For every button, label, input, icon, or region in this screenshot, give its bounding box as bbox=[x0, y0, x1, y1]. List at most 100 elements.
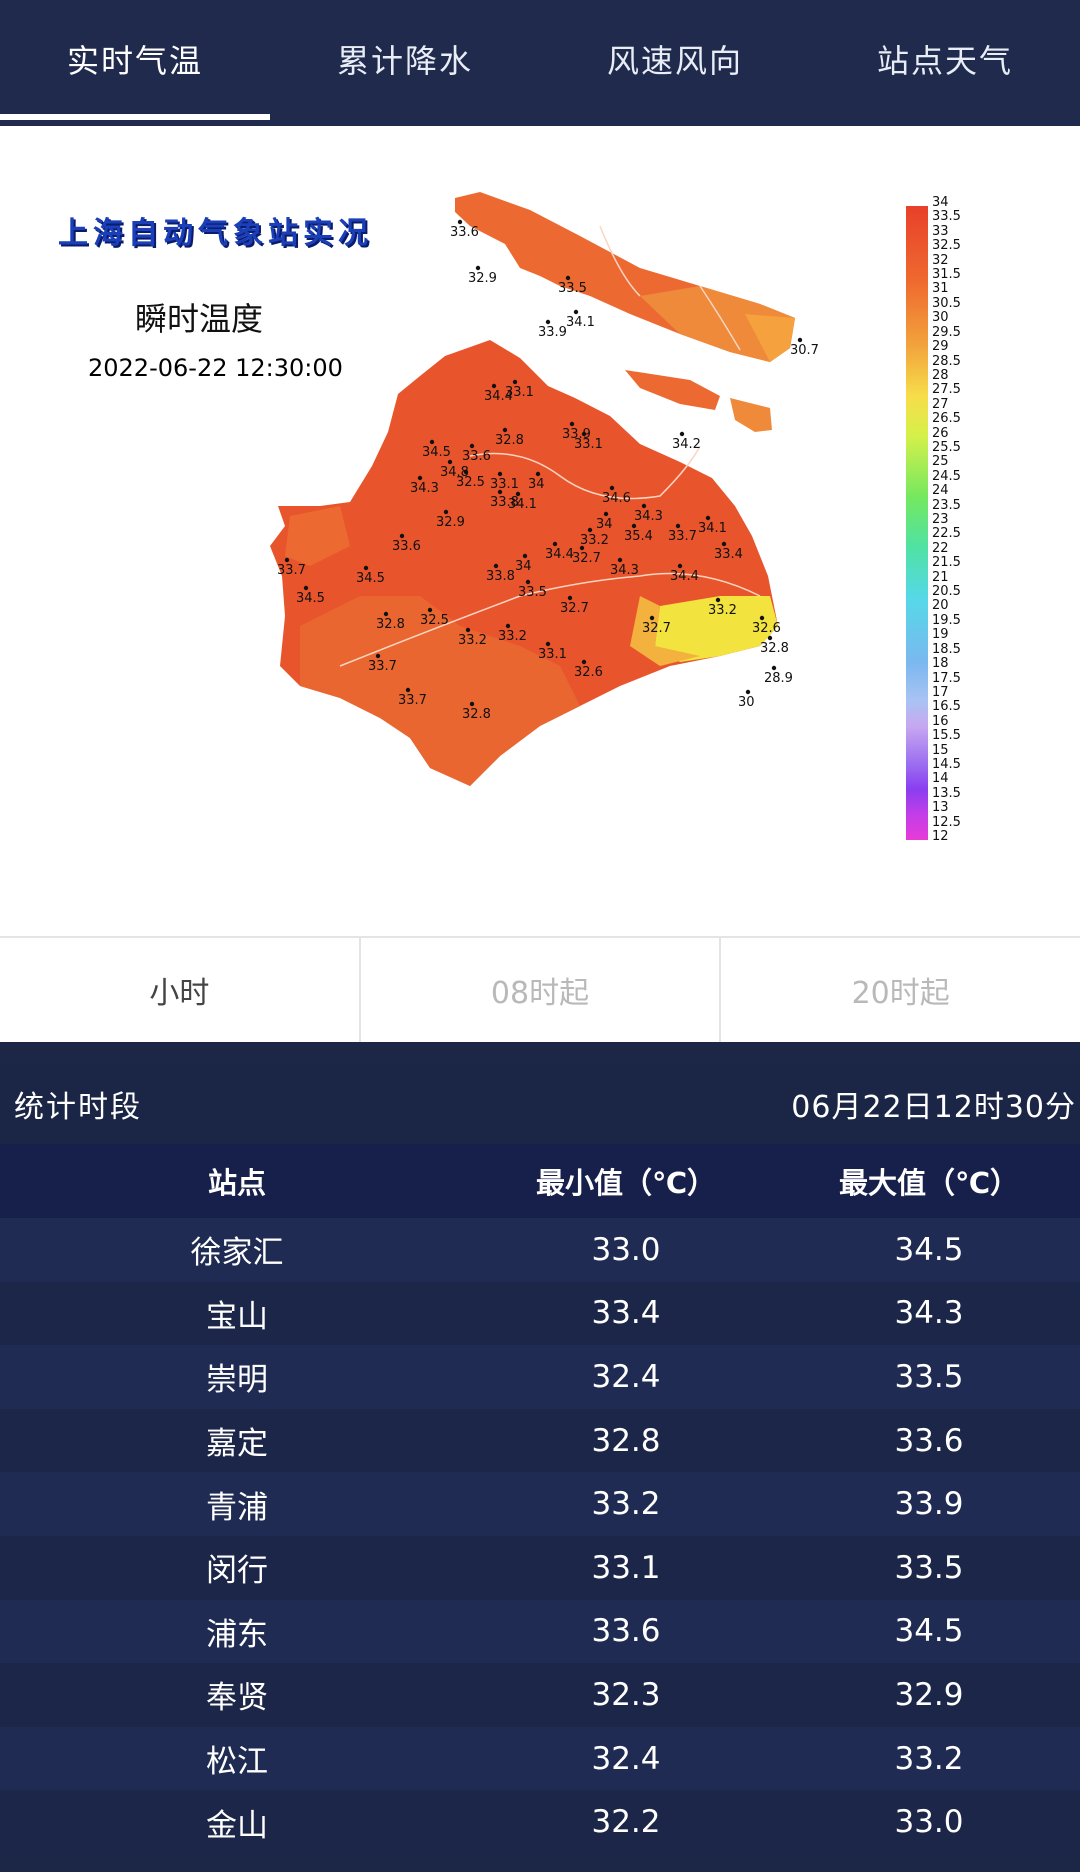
station-dot bbox=[363, 565, 369, 571]
station-value-label: 33.8 bbox=[486, 569, 515, 584]
station-dot bbox=[284, 557, 290, 563]
table-row[interactable]: 闵行 33.1 33.5 bbox=[0, 1535, 1080, 1600]
table-row[interactable]: 徐家汇 33.0 34.5 bbox=[0, 1218, 1080, 1282]
station-value-label: 34.3 bbox=[610, 563, 639, 578]
scale-label: 30 bbox=[932, 310, 949, 326]
station-dot bbox=[721, 541, 727, 547]
station-value-label: 34.1 bbox=[698, 521, 727, 536]
station-value-label: 33.2 bbox=[708, 603, 737, 618]
station-value-label: 33.1 bbox=[490, 477, 519, 492]
scale-label: 30.5 bbox=[932, 295, 961, 311]
temperature-map-panel: 上海自动气象站实况 瞬时温度 2022-06-22 12:30:00 33.6 3… bbox=[0, 126, 1080, 936]
scale-label: 19.5 bbox=[932, 612, 961, 628]
map-subtitle: 瞬时温度 bbox=[135, 300, 264, 338]
station-points: 33.632.933.533.934.130.734.433.134.5 33.6… bbox=[277, 219, 819, 722]
station-dot bbox=[427, 607, 433, 613]
station-value-label: 33.6 bbox=[392, 539, 421, 554]
station-value-label: 33.6 bbox=[450, 225, 479, 240]
scale-label: 13 bbox=[932, 800, 949, 816]
scale-label: 14.5 bbox=[932, 756, 961, 772]
station-dot bbox=[675, 523, 681, 529]
station-dot bbox=[502, 427, 508, 433]
station-value-label: 34.4 bbox=[670, 569, 699, 584]
table-header: 站点 最小值（℃） 最大值（℃） bbox=[0, 1144, 1080, 1218]
min-value: 32.4 bbox=[591, 1740, 661, 1777]
shanghai-temperature-map: 33.632.933.533.934.130.734.433.134.5 33.6… bbox=[270, 192, 819, 786]
table-row[interactable]: 金山 32.2 33.0 bbox=[0, 1790, 1080, 1854]
station-dot bbox=[303, 585, 309, 591]
scale-label: 33.5 bbox=[932, 209, 961, 225]
station-value-label: 32.8 bbox=[462, 707, 491, 722]
station-value-label: 33.1 bbox=[505, 385, 534, 400]
station-value-label: 28.9 bbox=[764, 671, 793, 686]
station-dot bbox=[512, 379, 518, 385]
station-value-label: 33.2 bbox=[458, 633, 487, 648]
station-dot bbox=[552, 541, 558, 547]
station-name: 崇明 bbox=[206, 1362, 268, 1399]
table-row[interactable]: 嘉定 32.8 33.6 bbox=[0, 1408, 1080, 1473]
station-dot bbox=[505, 623, 511, 629]
station-value-label: 32.9 bbox=[436, 515, 465, 530]
station-value-label: 33.9 bbox=[538, 325, 567, 340]
column-header-min: 最小值（℃） bbox=[535, 1166, 717, 1200]
station-dot bbox=[545, 319, 551, 325]
period-from-20[interactable]: 20时起 bbox=[851, 976, 950, 1011]
station-dot bbox=[631, 523, 637, 529]
map-title: 上海自动气象站实况 bbox=[58, 216, 373, 251]
scale-label: 29 bbox=[932, 339, 949, 355]
tab-station-weather[interactable]: 站点天气 bbox=[876, 42, 1013, 80]
changxing-island bbox=[625, 370, 720, 410]
table-row[interactable]: 浦东 33.6 34.5 bbox=[0, 1599, 1080, 1664]
station-value-label: 34.4 bbox=[484, 389, 513, 404]
station-dot bbox=[497, 489, 503, 495]
tab-realtime-temperature[interactable]: 实时气温 bbox=[0, 0, 270, 120]
table-row[interactable]: 宝山 33.4 34.3 bbox=[0, 1281, 1080, 1346]
scale-label: 24 bbox=[932, 483, 949, 499]
min-value: 33.1 bbox=[591, 1549, 661, 1586]
scale-label: 17 bbox=[932, 684, 949, 700]
statistics-period-value: 06月22日12时30分 bbox=[791, 1090, 1076, 1125]
scale-label: 18 bbox=[932, 656, 949, 672]
station-dot bbox=[417, 475, 423, 481]
scale-label: 26.5 bbox=[932, 411, 961, 427]
scale-label: 16.5 bbox=[932, 699, 961, 715]
table-row[interactable]: 青浦 33.2 33.9 bbox=[0, 1472, 1080, 1536]
station-value-label: 33.2 bbox=[498, 629, 527, 644]
table-row[interactable]: 松江 32.4 33.2 bbox=[0, 1726, 1080, 1791]
station-value-label: 32.8 bbox=[495, 433, 524, 448]
tab-wind-speed-direction[interactable]: 风速风向 bbox=[606, 42, 743, 80]
period-hourly[interactable]: 小时 bbox=[0, 938, 361, 1042]
temperature-color-scale bbox=[906, 206, 928, 840]
station-value-label: 34.3 bbox=[634, 509, 663, 524]
station-value-label: 34.5 bbox=[296, 591, 325, 606]
scale-label: 17.5 bbox=[932, 670, 961, 686]
station-table-rows: 徐家汇 33.0 34.5 宝山 33.4 34.3 崇明 32.4 33.5 … bbox=[0, 1218, 1080, 1854]
station-value-label: 34.2 bbox=[672, 437, 701, 452]
station-dot bbox=[443, 509, 449, 515]
scale-label: 31.5 bbox=[932, 267, 961, 283]
scale-label: 25 bbox=[932, 454, 949, 470]
station-value-label: 33.2 bbox=[580, 533, 609, 548]
station-dot bbox=[679, 431, 685, 437]
tab-accumulated-precipitation[interactable]: 累计降水 bbox=[336, 42, 473, 80]
station-dot bbox=[465, 627, 471, 633]
scale-label: 22.5 bbox=[932, 526, 961, 542]
station-value-label: 32.7 bbox=[560, 601, 589, 616]
table-row[interactable]: 崇明 32.4 33.5 bbox=[0, 1345, 1080, 1409]
map-timestamp: 2022-06-22 12:30:00 bbox=[88, 354, 343, 382]
station-dot bbox=[567, 595, 573, 601]
station-dot bbox=[715, 597, 721, 603]
table-row[interactable]: 奉贤 32.3 32.9 bbox=[0, 1663, 1080, 1727]
station-value-label: 30 bbox=[738, 695, 755, 710]
station-value-label: 34.3 bbox=[410, 481, 439, 496]
scale-label: 15.5 bbox=[932, 728, 961, 744]
station-dot bbox=[497, 471, 503, 477]
scale-label: 21 bbox=[932, 569, 949, 585]
station-dot bbox=[745, 689, 751, 695]
period-from-08[interactable]: 08时起 bbox=[361, 938, 722, 1042]
column-header-station: 站点 bbox=[207, 1166, 266, 1200]
station-value-label: 33.9 bbox=[562, 427, 591, 442]
station-value-label: 33.7 bbox=[277, 563, 306, 578]
scale-label: 22 bbox=[932, 540, 949, 556]
station-dot bbox=[587, 527, 593, 533]
